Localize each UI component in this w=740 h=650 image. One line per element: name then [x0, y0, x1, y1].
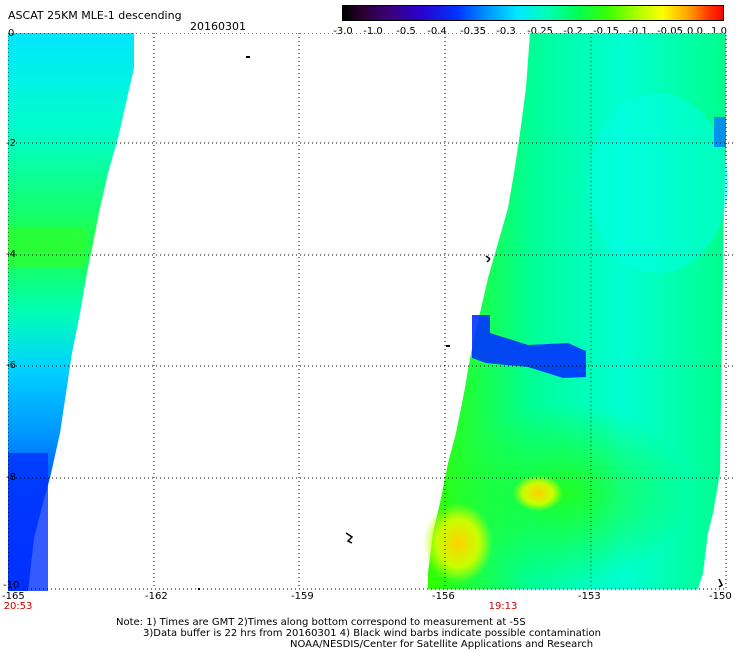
x-tick-label: -165 — [2, 591, 25, 602]
wind-barb-icon — [345, 532, 354, 544]
footnote-line-3: NOAA/NESDIS/Center for Satellite Applica… — [290, 639, 594, 650]
right-swath-green-patch — [448, 403, 688, 583]
cb-label: 1.0 — [711, 26, 727, 37]
product-date: 20160301 — [190, 20, 246, 33]
y-tick-label: -8 — [6, 472, 16, 483]
x-tick-label: -162 — [145, 591, 168, 602]
x-tick-label: -153 — [578, 591, 601, 602]
right-swath-cyan-patch — [588, 93, 728, 273]
x-tick-label: -150 — [709, 591, 732, 602]
contamination-mark — [246, 56, 250, 58]
left-swath-green-band — [8, 228, 86, 268]
right-swath-yellow-patch — [423, 503, 493, 583]
y-tick-label: 0 — [8, 28, 15, 39]
contamination-mark — [198, 588, 200, 590]
right-swath-blue-band — [472, 315, 586, 378]
x-tick-label: -156 — [432, 591, 455, 602]
cb-label: -0.2 — [563, 26, 583, 37]
cb-label: -0.5 — [396, 26, 416, 37]
cb-label: -0.25 — [527, 26, 553, 37]
time-label-left: 20:53 — [3, 601, 33, 612]
product-title: ASCAT 25KM MLE-1 descending — [8, 9, 182, 22]
right-swath-yellow-patch-2 — [513, 475, 563, 511]
y-tick-label: -10 — [3, 580, 20, 591]
cb-label: -0.1 — [628, 26, 648, 37]
cb-label: -0.05 — [657, 26, 683, 37]
left-swath — [8, 33, 134, 591]
footnote-line-1: Note: 1) Times are GMT 2)Times along bot… — [116, 617, 526, 628]
cb-label: 0.0 — [687, 26, 703, 37]
color-scale-bar — [342, 5, 724, 21]
y-tick-label: -6 — [6, 360, 16, 371]
wind-barb-icon — [718, 578, 723, 588]
cb-label: -0.3 — [496, 26, 516, 37]
cb-label: -0.15 — [593, 26, 619, 37]
time-label-center: 19:13 — [488, 601, 518, 612]
y-tick-label: -4 — [6, 249, 16, 260]
right-swath-blue-edge — [714, 117, 726, 147]
footnote-line-2: 3)Data buffer is 22 hrs from 20160301 4)… — [143, 628, 601, 639]
wind-field-map — [8, 33, 734, 591]
x-tick-label: -159 — [291, 591, 314, 602]
left-swath-dark-patch — [8, 453, 48, 591]
cb-label: -0.4 — [427, 26, 447, 37]
y-tick-label: -2 — [6, 138, 16, 149]
cb-label: -0.35 — [460, 26, 486, 37]
cb-label: -1.0 — [363, 26, 383, 37]
cb-label: -3.0 — [333, 26, 353, 37]
contamination-mark — [446, 345, 450, 347]
wind-barb-icon — [485, 255, 491, 263]
map-grid — [8, 33, 734, 590]
